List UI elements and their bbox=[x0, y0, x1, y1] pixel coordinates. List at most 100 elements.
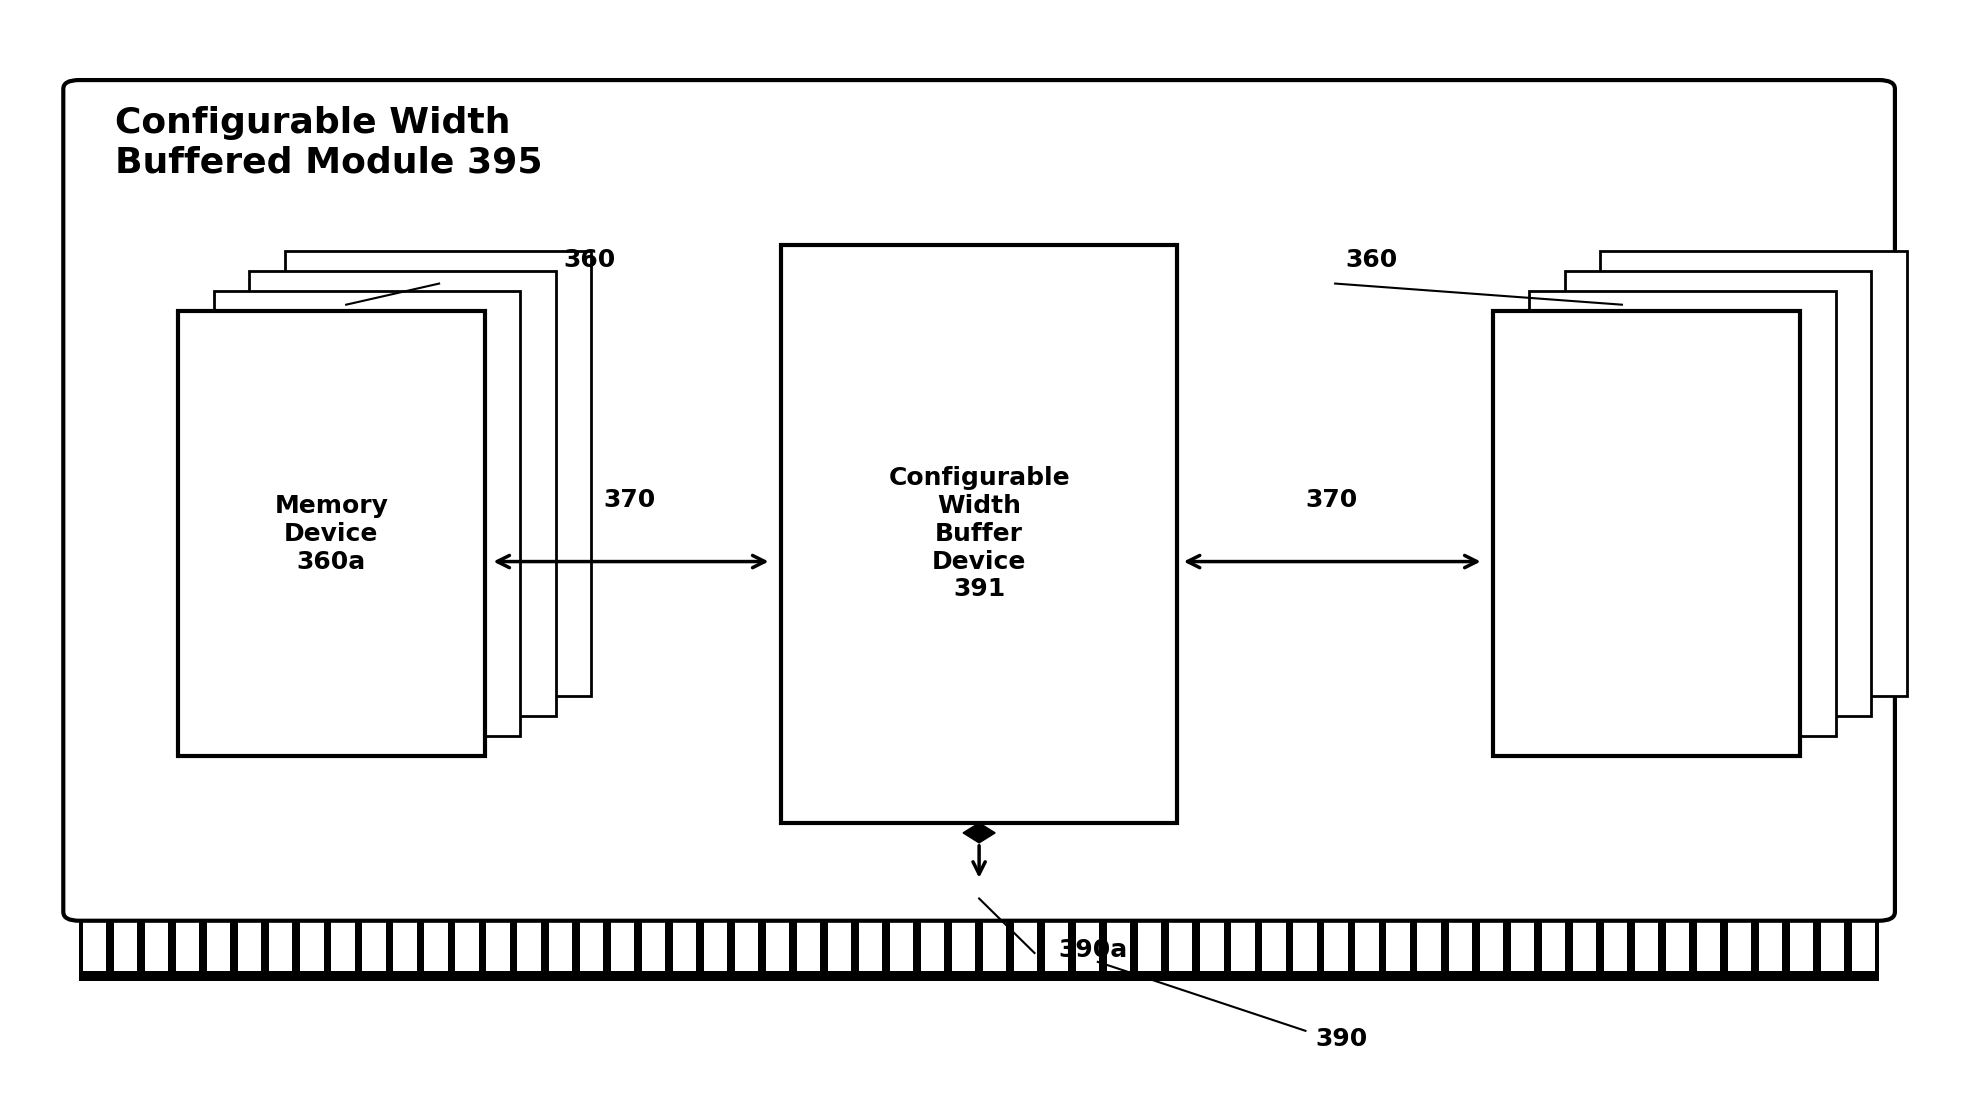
Bar bbox=[178, 311, 485, 756]
Bar bbox=[1321, 922, 1351, 971]
Bar bbox=[1541, 922, 1565, 971]
Bar bbox=[951, 922, 975, 971]
Bar bbox=[1693, 922, 1725, 971]
Bar bbox=[483, 922, 514, 971]
Bar bbox=[781, 245, 1177, 823]
Bar bbox=[1822, 922, 1843, 971]
Bar bbox=[1569, 922, 1600, 971]
Bar bbox=[265, 922, 297, 971]
Text: 390: 390 bbox=[1315, 1026, 1367, 1051]
FancyArrowPatch shape bbox=[973, 845, 985, 874]
FancyBboxPatch shape bbox=[63, 80, 1895, 921]
Bar bbox=[330, 922, 354, 971]
Bar bbox=[421, 922, 451, 971]
Bar bbox=[793, 922, 825, 971]
Bar bbox=[518, 922, 540, 971]
Bar bbox=[734, 922, 758, 971]
Bar bbox=[611, 922, 633, 971]
Bar bbox=[208, 922, 229, 971]
Bar bbox=[1258, 922, 1290, 971]
Bar bbox=[1448, 922, 1472, 971]
Bar bbox=[301, 922, 324, 971]
Bar bbox=[1414, 922, 1444, 971]
Bar bbox=[83, 922, 107, 971]
Bar bbox=[983, 922, 1007, 971]
Bar bbox=[1786, 922, 1818, 971]
Bar bbox=[79, 922, 111, 971]
Bar bbox=[1201, 922, 1224, 971]
Text: 360: 360 bbox=[1345, 248, 1396, 272]
Bar bbox=[637, 922, 669, 971]
Polygon shape bbox=[963, 823, 995, 843]
Bar bbox=[1476, 922, 1507, 971]
Bar bbox=[115, 922, 136, 971]
Bar bbox=[1665, 922, 1689, 971]
FancyArrowPatch shape bbox=[496, 556, 765, 567]
Bar bbox=[1725, 922, 1754, 971]
Bar bbox=[1137, 922, 1161, 971]
Bar bbox=[214, 291, 520, 736]
Bar bbox=[886, 922, 918, 971]
Bar bbox=[1262, 922, 1286, 971]
Bar bbox=[1383, 922, 1414, 971]
Bar bbox=[455, 922, 479, 971]
Bar bbox=[1493, 311, 1800, 756]
Bar bbox=[1851, 922, 1875, 971]
Bar bbox=[1697, 922, 1721, 971]
Text: Memory
Device
360a: Memory Device 360a bbox=[275, 494, 388, 574]
Bar bbox=[762, 922, 793, 971]
Bar bbox=[1444, 922, 1476, 971]
Bar bbox=[797, 922, 821, 971]
Bar bbox=[854, 922, 886, 971]
Bar bbox=[233, 922, 265, 971]
Bar bbox=[580, 922, 603, 971]
Text: Configurable Width
Buffered Module 395: Configurable Width Buffered Module 395 bbox=[115, 106, 542, 179]
Bar bbox=[829, 922, 851, 971]
Bar bbox=[1634, 922, 1658, 971]
Bar bbox=[285, 251, 591, 696]
Bar bbox=[1507, 922, 1537, 971]
Bar bbox=[1230, 922, 1254, 971]
Bar bbox=[1754, 922, 1786, 971]
Bar bbox=[1480, 922, 1503, 971]
Bar bbox=[1072, 922, 1104, 971]
Bar bbox=[1600, 251, 1907, 696]
Bar bbox=[1011, 922, 1040, 971]
Bar bbox=[111, 922, 140, 971]
Bar bbox=[979, 922, 1011, 971]
Text: 390a: 390a bbox=[1058, 937, 1127, 962]
Bar bbox=[765, 922, 789, 971]
Bar bbox=[1818, 922, 1847, 971]
Text: 370: 370 bbox=[1305, 487, 1357, 512]
FancyArrowPatch shape bbox=[1187, 556, 1478, 567]
Bar bbox=[1044, 922, 1068, 971]
Bar bbox=[176, 922, 200, 971]
Text: 360: 360 bbox=[564, 248, 615, 272]
Bar bbox=[922, 922, 944, 971]
Bar bbox=[390, 922, 421, 971]
Bar bbox=[144, 922, 168, 971]
Bar bbox=[890, 922, 914, 971]
Bar bbox=[1565, 271, 1871, 716]
Bar bbox=[140, 922, 172, 971]
Bar bbox=[79, 912, 1879, 922]
Bar bbox=[1040, 922, 1072, 971]
Bar bbox=[172, 922, 204, 971]
Bar bbox=[358, 922, 390, 971]
Bar bbox=[1537, 922, 1569, 971]
Bar bbox=[1351, 922, 1383, 971]
Bar bbox=[1108, 922, 1129, 971]
Bar bbox=[858, 922, 882, 971]
Bar bbox=[1294, 922, 1317, 971]
Bar bbox=[1076, 922, 1100, 971]
Bar bbox=[1662, 922, 1693, 971]
Bar bbox=[947, 922, 979, 971]
Bar bbox=[1790, 922, 1814, 971]
Bar bbox=[297, 922, 328, 971]
Bar bbox=[673, 922, 696, 971]
Bar bbox=[1197, 922, 1228, 971]
Bar bbox=[1015, 922, 1036, 971]
Bar bbox=[249, 271, 556, 716]
Bar bbox=[704, 922, 728, 971]
Bar bbox=[825, 922, 854, 971]
